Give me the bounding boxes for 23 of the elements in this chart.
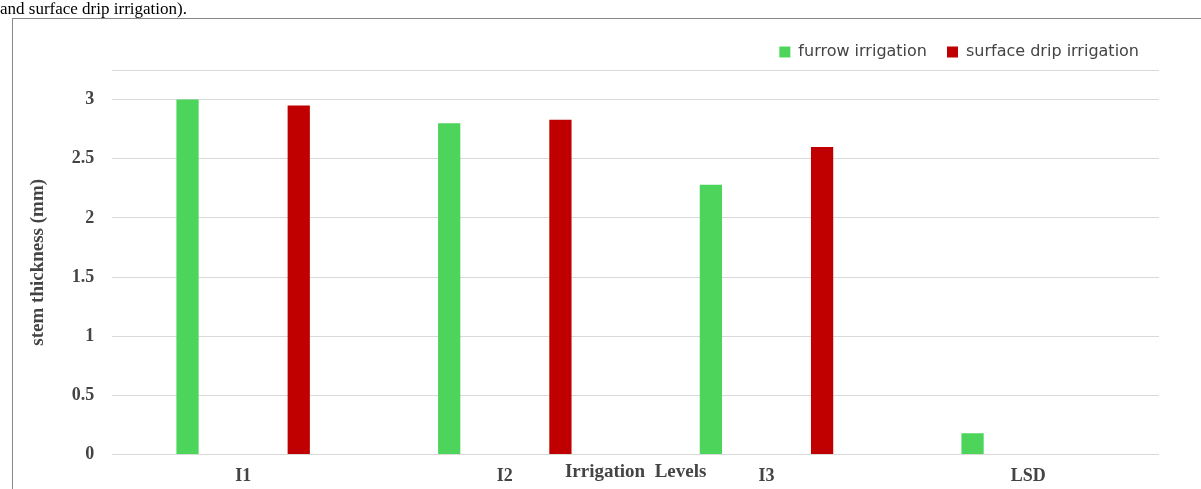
bar [961, 433, 984, 455]
x-tick-label: LSD [1010, 465, 1046, 486]
x-tick-label: I3 [758, 465, 775, 486]
bar [810, 146, 834, 455]
y-tick-label: 2.5 [71, 147, 95, 168]
y-tick-label: 0.5 [71, 384, 95, 405]
x-axis-title: Irrigation Levels [564, 459, 707, 481]
bar [438, 123, 461, 455]
x-tick-label: I2 [496, 465, 513, 486]
bar [287, 105, 310, 455]
bar [699, 184, 722, 455]
legend-label: furrow irrigation [798, 41, 927, 61]
y-tick-label: 1.5 [71, 265, 95, 286]
y-tick-label: 1 [85, 324, 95, 345]
bar [549, 119, 572, 455]
y-tick-label: 0 [85, 443, 95, 464]
y-axis-title: stem thickness (mm) [26, 178, 49, 346]
y-tick-label: 3 [85, 88, 95, 109]
bar [176, 99, 199, 455]
legend-label: surface drip irrigation [965, 41, 1139, 61]
y-tick-label: 2 [85, 206, 95, 227]
x-tick-label: I1 [235, 465, 252, 486]
text: and surface drip irrigation). [0, 0, 187, 18]
